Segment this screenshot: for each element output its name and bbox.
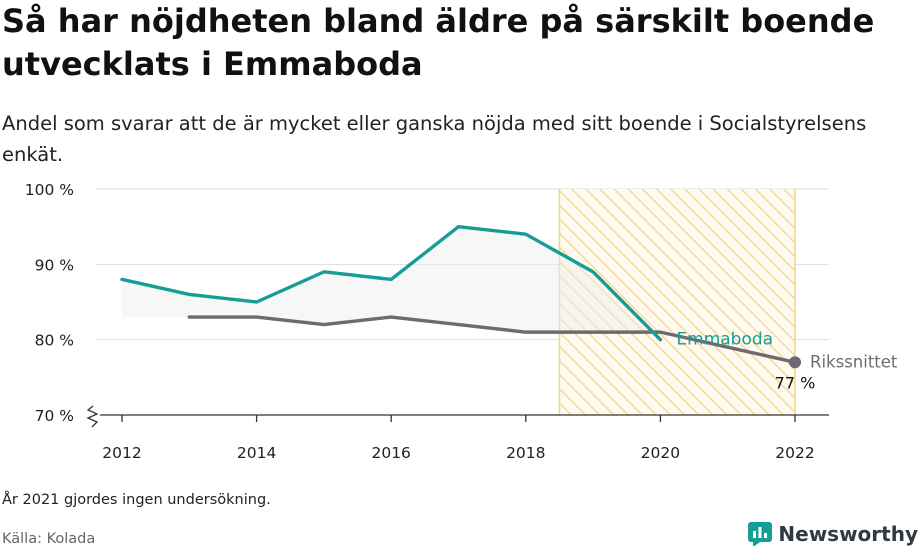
series-labels: Emmaboda Rikssnittet 77 % [676, 330, 898, 393]
end-value-label: 77 % [775, 373, 816, 392]
line-chart: 70 % 80 % 90 % 100 % 2012 2014 2016 2018 2020 202… [25, 181, 898, 462]
series-label-riket: Rikssnittet [810, 352, 898, 371]
axis-break-icon [86, 405, 99, 428]
highlight-period [558, 189, 796, 415]
x-tick-label: 2016 [371, 444, 410, 462]
series-line-riket [187, 315, 797, 364]
highlight-band [559, 189, 795, 415]
x-tick-label: 2020 [641, 444, 680, 462]
source-note: Källa: Kolada [2, 531, 96, 547]
newsworthy-logo-icon [748, 522, 773, 546]
x-tick-label: 2018 [506, 444, 545, 462]
x-tick-label: 2022 [775, 444, 814, 462]
chart-title: Så har nöjdheten bland äldre på särskilt… [2, 2, 875, 83]
series-label-emmaboda: Emmaboda [676, 330, 773, 350]
x-tick-label: 2014 [237, 444, 276, 462]
footnote: År 2021 gjordes ingen undersökning. [2, 492, 271, 508]
series-lines [120, 224, 801, 369]
brand-logo: Newsworthy [748, 520, 918, 548]
brand-name: Newsworthy [778, 522, 918, 546]
y-tick-label: 100 % [25, 181, 74, 199]
series-line-emmaboda [120, 224, 663, 342]
x-tick-label: 2012 [102, 444, 141, 462]
chart-subtitle: Andel som svarar att de är mycket eller … [2, 112, 867, 166]
y-tick-label: 90 % [35, 256, 74, 274]
y-tick-label: 80 % [35, 332, 74, 350]
axis-break-mask [84, 405, 100, 429]
series-endpoint-riket [789, 356, 801, 369]
axes: 70 % 80 % 90 % 100 % 2012 2014 2016 2018 2020 202… [25, 181, 829, 462]
y-tick-label: 70 % [35, 407, 74, 425]
